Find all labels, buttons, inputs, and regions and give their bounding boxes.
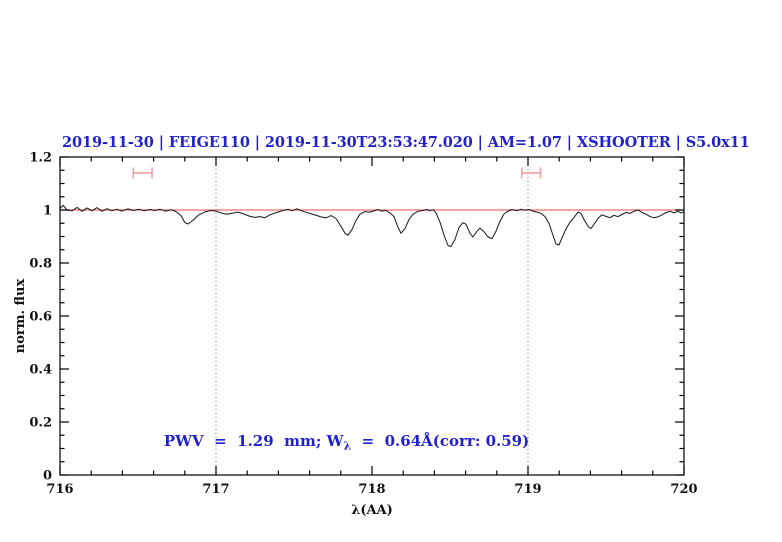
- pwv-annotation-pre: PWV = 1.29 mm; W: [163, 432, 344, 450]
- y-axis-title: norm. flux: [13, 279, 28, 354]
- plot-title: 2019-11-30 | FEIGE110 | 2019-11-30T23:53…: [62, 134, 750, 151]
- x-tick-label: 719: [514, 482, 541, 497]
- x-tick-label: 716: [46, 482, 73, 497]
- x-tick-label: 718: [358, 482, 385, 497]
- band-errorbar: [520, 167, 542, 179]
- y-tick-label: 1.2: [29, 151, 52, 166]
- spectrum-line: [59, 204, 685, 248]
- x-tick-label: 720: [670, 482, 697, 497]
- y-tick-label: 0.6: [29, 310, 52, 325]
- y-tick-label: 0.8: [29, 257, 52, 272]
- band-errorbar: [132, 167, 153, 179]
- pwv-annotation-post: = 0.64Å(corr: 0.59): [351, 432, 530, 450]
- pwv-annotation: PWV = 1.29 mm; Wλ = 0.64Å(corr: 0.59): [143, 414, 529, 471]
- y-tick-label: 1: [43, 204, 52, 219]
- x-axis-title: λ(AA): [351, 503, 393, 518]
- y-tick-label: 0.4: [29, 363, 52, 378]
- y-tick-label: 0: [43, 469, 52, 484]
- x-tick-label: 717: [202, 482, 229, 497]
- y-tick-label: 0.2: [29, 416, 52, 431]
- pwv-annotation-sub: λ: [343, 439, 352, 453]
